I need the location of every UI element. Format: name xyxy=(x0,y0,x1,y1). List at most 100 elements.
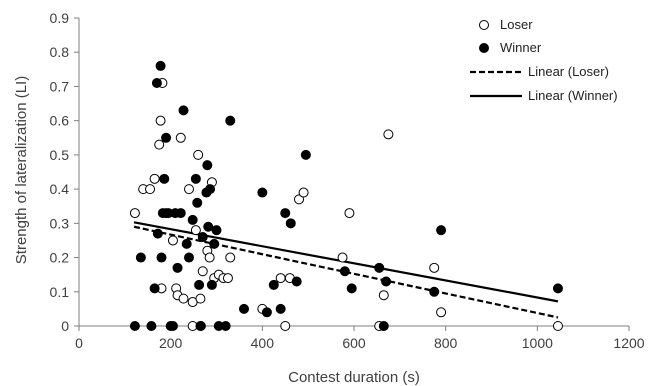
x-tick-label: 0 xyxy=(75,335,83,351)
winner-point xyxy=(374,262,385,273)
winner-point xyxy=(202,160,213,171)
loser-point xyxy=(344,208,355,219)
loser-point xyxy=(154,139,165,150)
legend: Loser Winner Linear (Loser) Linear (Winner) xyxy=(470,17,618,103)
winner-point xyxy=(135,252,146,263)
winner-point xyxy=(175,208,186,219)
winner-point xyxy=(225,115,236,126)
y-axis: 0 0.1 0.2 0.3 0.4 0.5 0.6 0.7 0.8 0.9 xyxy=(50,10,80,334)
winner-point xyxy=(194,279,205,290)
loser-point xyxy=(225,252,236,263)
winner-point xyxy=(291,276,302,287)
loser-point xyxy=(167,235,178,246)
loser-point xyxy=(175,132,186,143)
loser-point xyxy=(195,293,206,304)
winner-point xyxy=(257,187,268,198)
y-tick-label: 0.3 xyxy=(50,215,70,231)
loser-point xyxy=(129,208,140,219)
loser-point xyxy=(294,194,304,205)
loser-point xyxy=(197,266,208,277)
loser-point xyxy=(552,321,563,331)
winner-point xyxy=(187,214,198,225)
legend-label: Loser xyxy=(500,17,533,32)
loser-point xyxy=(193,149,204,160)
winner-point xyxy=(300,149,311,160)
legend-winner-marker xyxy=(479,43,489,53)
points-layer xyxy=(129,60,563,331)
y-tick-label: 0.5 xyxy=(50,147,70,163)
loser-point xyxy=(204,252,215,263)
y-tick-label: 0.4 xyxy=(50,181,70,197)
y-tick-label: 0.9 xyxy=(50,10,70,26)
legend-label: Winner xyxy=(500,40,542,55)
loser-point xyxy=(178,293,189,304)
x-axis-title: Contest duration (s) xyxy=(288,369,420,386)
legend-loser-marker xyxy=(479,20,489,30)
loser-point xyxy=(337,252,348,263)
winner-point xyxy=(209,238,220,249)
winner-point xyxy=(285,218,296,229)
y-tick-label: 0.7 xyxy=(50,78,70,94)
winner-point xyxy=(280,208,291,219)
loser-point xyxy=(298,187,309,198)
winner-point xyxy=(146,321,157,331)
loser-point xyxy=(149,173,160,184)
x-tick-label: 400 xyxy=(251,335,275,351)
x-tick-label: 200 xyxy=(159,335,183,351)
winner-point xyxy=(429,286,440,297)
winner-point xyxy=(211,225,222,236)
winner-point xyxy=(220,321,231,331)
winner-point xyxy=(275,303,286,314)
winner-point xyxy=(261,307,272,318)
legend-label: Linear (Loser) xyxy=(528,64,609,79)
loser-point xyxy=(184,184,194,195)
y-tick-label: 0.1 xyxy=(50,284,70,300)
x-tick-label: 800 xyxy=(434,335,458,351)
winner-point xyxy=(156,252,167,263)
winner-point xyxy=(184,252,194,263)
y-tick-label: 0.2 xyxy=(50,250,70,266)
winner-point xyxy=(152,228,163,239)
winner-point xyxy=(346,283,357,294)
loser-point xyxy=(429,262,440,273)
winner-point xyxy=(197,232,208,243)
loser-point xyxy=(275,273,286,284)
winner-point xyxy=(190,173,201,184)
winner-point xyxy=(129,321,140,331)
loser-point xyxy=(155,115,166,126)
winner-point xyxy=(172,262,183,273)
x-tick-label: 1000 xyxy=(522,335,553,351)
winner-point xyxy=(149,283,160,294)
y-tick-label: 0 xyxy=(61,318,69,334)
x-axis: 0 200 400 600 800 1000 1200 xyxy=(75,325,645,351)
winner-point xyxy=(195,321,206,331)
loser-point xyxy=(378,290,389,301)
loser-point xyxy=(145,184,156,195)
loser-point xyxy=(222,273,233,284)
winner-point xyxy=(167,321,178,331)
winner-point xyxy=(239,303,249,314)
y-tick-label: 0.8 xyxy=(50,44,70,60)
winner-point xyxy=(436,225,447,236)
winner-point xyxy=(151,78,162,89)
loser-point xyxy=(190,225,201,236)
winner-point xyxy=(192,197,203,208)
y-tick-label: 0.6 xyxy=(50,113,70,129)
y-axis-title: Strength of lateralization (LI) xyxy=(13,76,30,264)
legend-label: Linear (Winner) xyxy=(528,88,618,103)
winner-point xyxy=(161,132,172,143)
winner-point xyxy=(203,221,214,232)
winner-point xyxy=(381,276,392,287)
winner-point xyxy=(155,60,166,71)
loser-point xyxy=(383,129,394,140)
loser-point xyxy=(436,307,447,318)
winner-point xyxy=(178,105,189,116)
winner-point xyxy=(268,279,279,290)
winner-point xyxy=(181,238,192,249)
winner-point xyxy=(378,321,389,331)
winner-point xyxy=(552,283,563,294)
winner-point xyxy=(205,184,216,195)
x-tick-label: 600 xyxy=(342,335,366,351)
winner-point xyxy=(206,279,217,290)
